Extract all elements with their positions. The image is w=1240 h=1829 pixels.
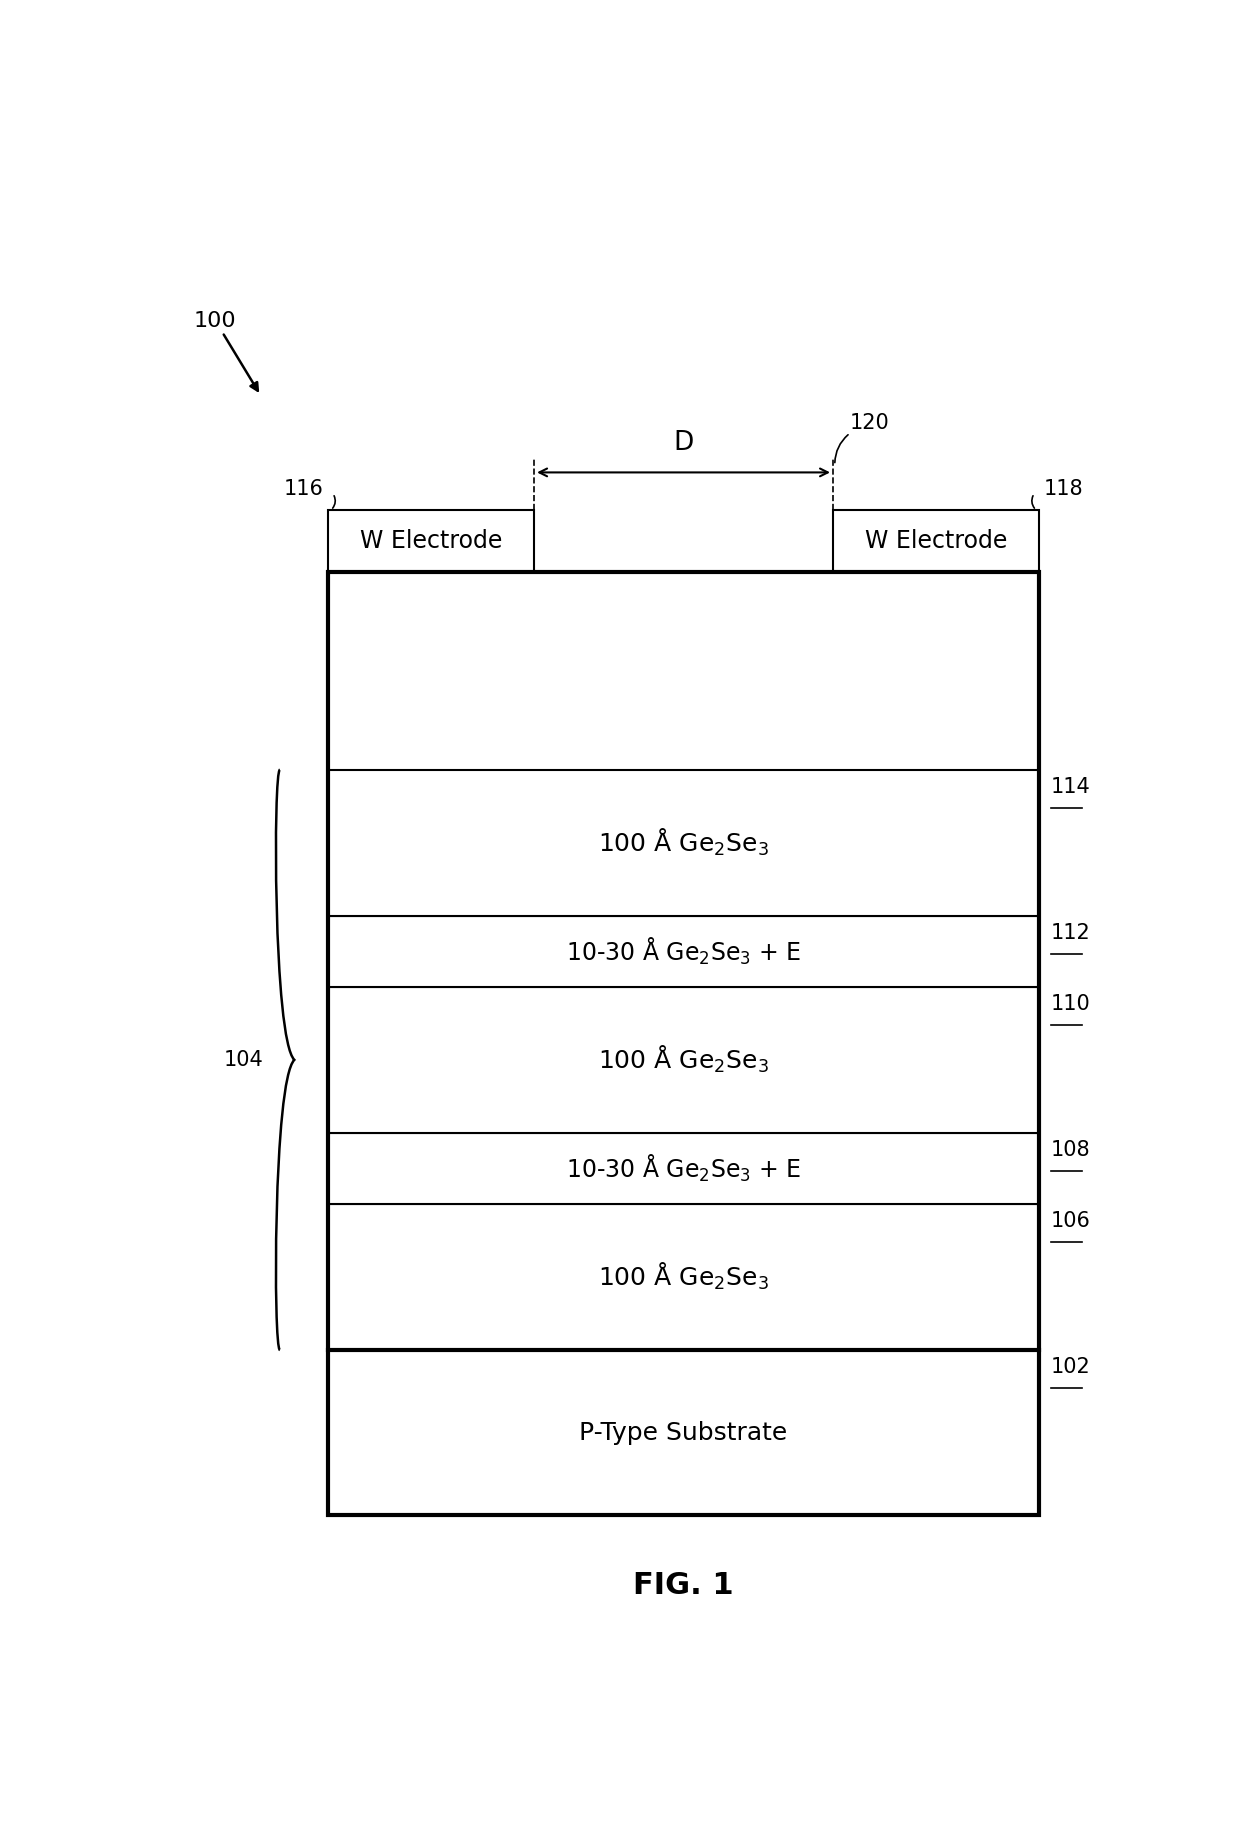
Text: W Electrode: W Electrode: [360, 529, 502, 552]
Text: 100: 100: [193, 311, 236, 331]
Text: FIG. 1: FIG. 1: [634, 1571, 734, 1600]
Bar: [327, 510, 534, 571]
Bar: [327, 571, 1039, 1514]
Text: P-Type Substrate: P-Type Substrate: [579, 1421, 787, 1445]
Bar: [327, 916, 1039, 986]
Text: 100 Å Ge$_2$Se$_3$: 100 Å Ge$_2$Se$_3$: [598, 1044, 769, 1075]
Text: 112: 112: [1050, 924, 1090, 944]
Bar: [327, 1203, 1039, 1350]
Text: 10-30 Å Ge$_2$Se$_3$ + E: 10-30 Å Ge$_2$Se$_3$ + E: [565, 936, 801, 968]
Text: 102: 102: [1050, 1357, 1090, 1377]
Text: 118: 118: [1044, 479, 1084, 499]
Text: 106: 106: [1050, 1211, 1090, 1231]
Text: 100 Å Ge$_2$Se$_3$: 100 Å Ge$_2$Se$_3$: [598, 827, 769, 858]
Text: 114: 114: [1050, 777, 1090, 797]
Text: 10-30 Å Ge$_2$Se$_3$ + E: 10-30 Å Ge$_2$Se$_3$ + E: [565, 1152, 801, 1183]
Text: 110: 110: [1050, 993, 1090, 1013]
Bar: [327, 770, 1039, 916]
Bar: [327, 1132, 1039, 1203]
Text: 100 Å Ge$_2$Se$_3$: 100 Å Ge$_2$Se$_3$: [598, 1262, 769, 1293]
Text: W Electrode: W Electrode: [864, 529, 1007, 552]
Bar: [327, 986, 1039, 1132]
Text: 108: 108: [1050, 1139, 1090, 1160]
Text: D: D: [673, 430, 693, 455]
Text: 104: 104: [224, 1050, 264, 1070]
Bar: [327, 1350, 1039, 1514]
Bar: [833, 510, 1039, 571]
Text: 120: 120: [851, 413, 890, 433]
Text: 116: 116: [283, 479, 324, 499]
